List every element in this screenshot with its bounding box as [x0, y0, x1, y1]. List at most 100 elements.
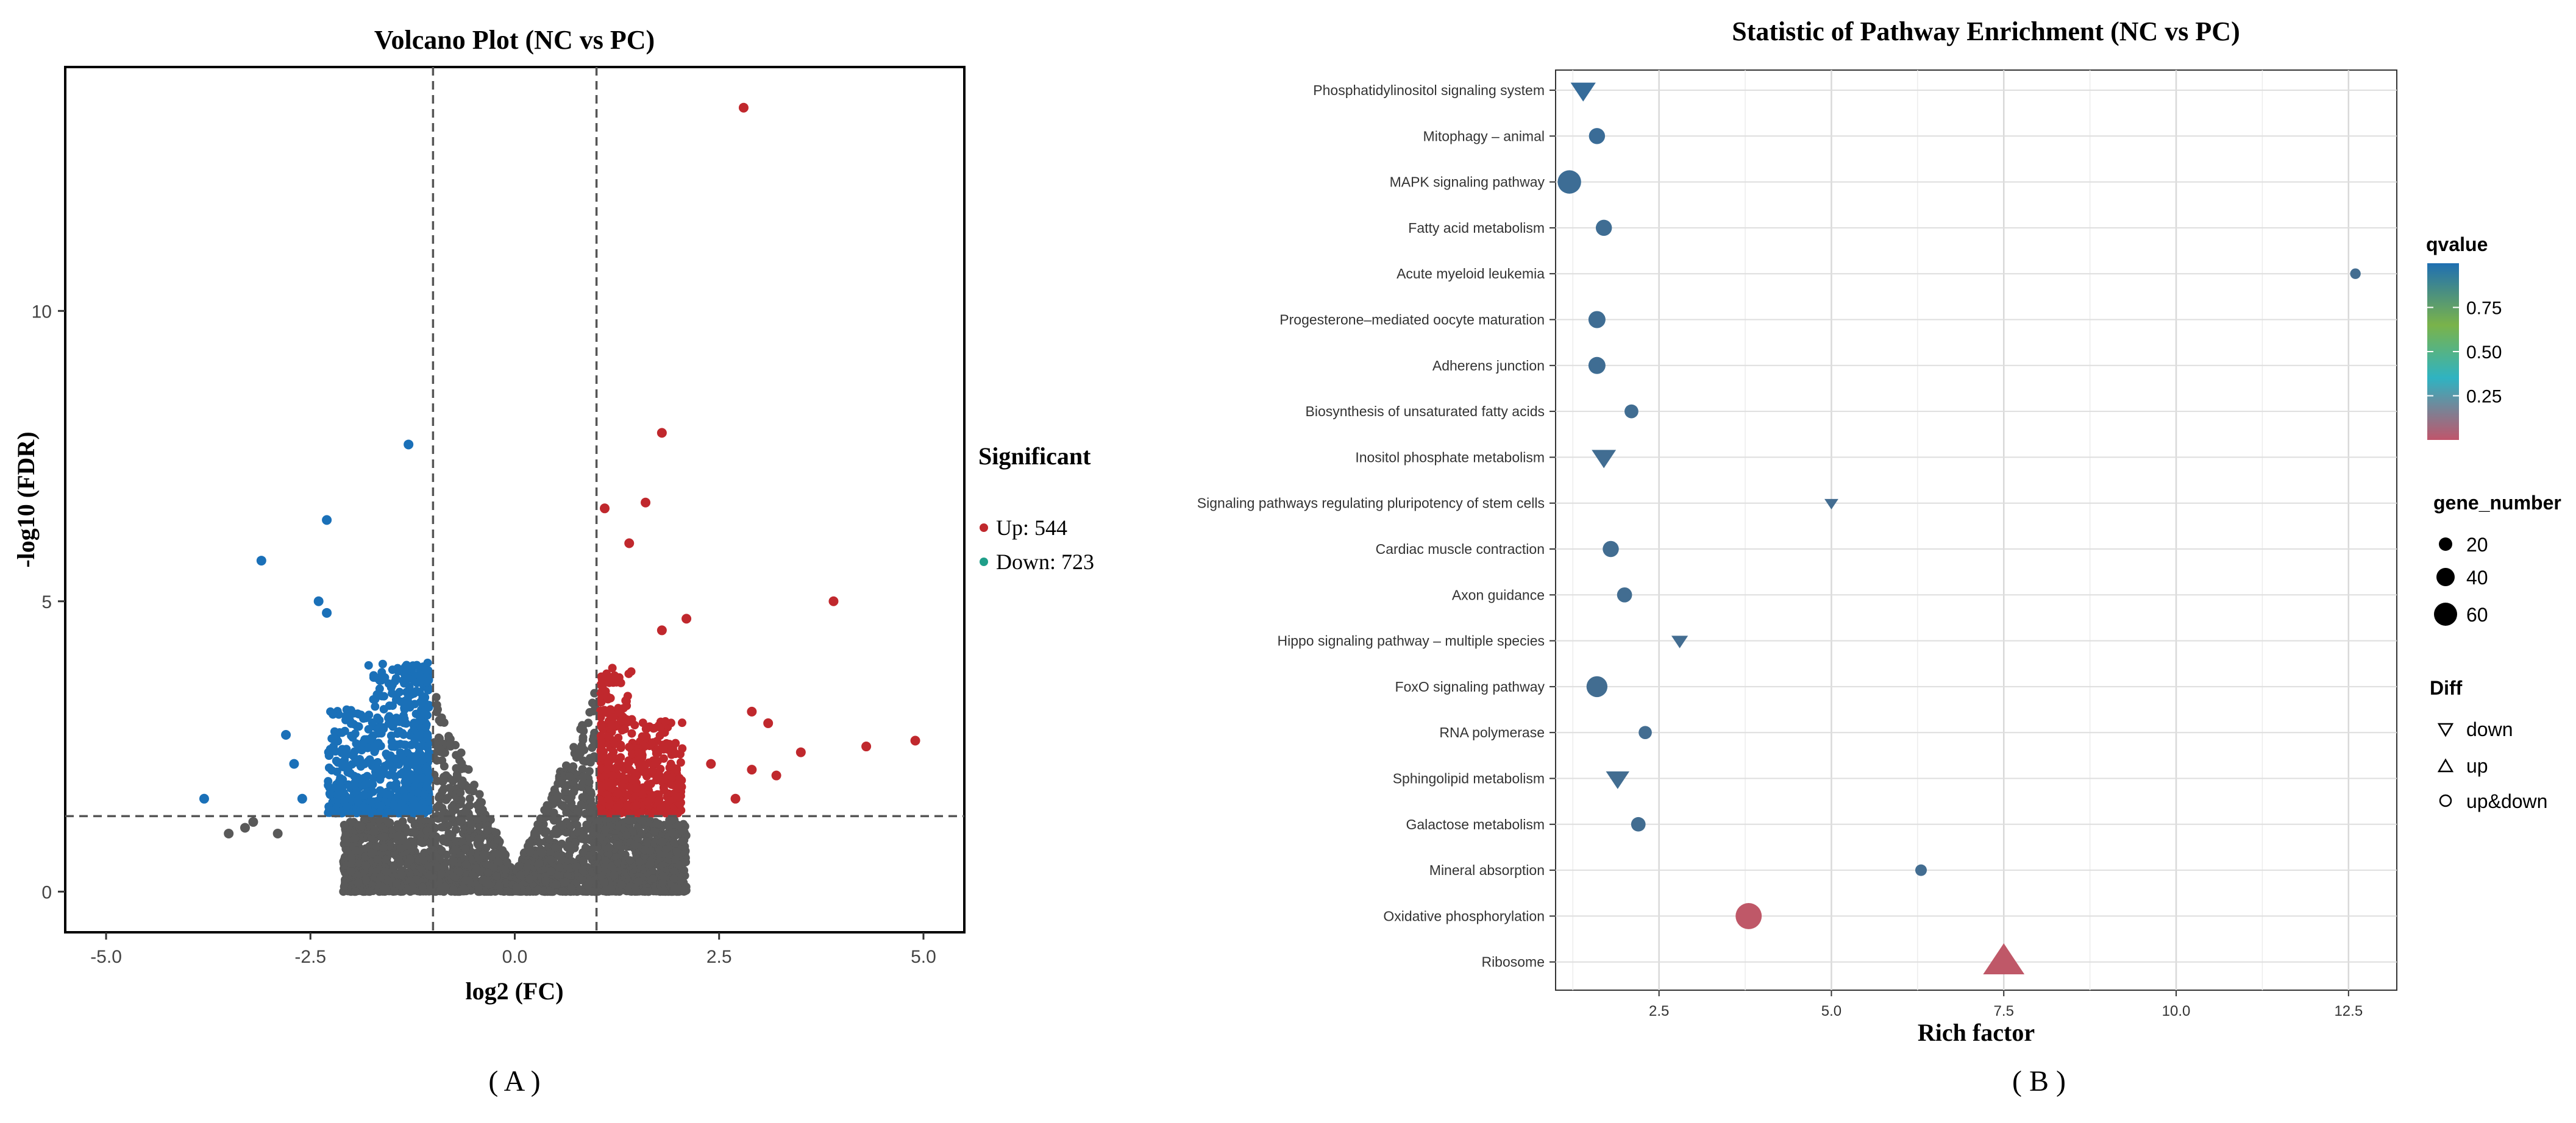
volcano-point-ns	[473, 815, 482, 824]
x-tick-label: 0.0	[502, 947, 528, 967]
pathway-label: Fatty acid metabolism	[1408, 220, 1545, 236]
volcano-point-ns	[475, 790, 484, 799]
volcano-point-ns	[578, 848, 588, 857]
volcano-outlier-up	[656, 428, 667, 438]
volcano-point-down	[401, 778, 410, 787]
volcano-point-up	[633, 808, 642, 817]
volcano-point-ns	[575, 749, 584, 759]
volcano-outlier-down	[199, 793, 209, 804]
volcano-point-ns	[546, 848, 555, 857]
volcano-point-ns	[535, 859, 544, 868]
gene-number-swatch-40	[2436, 568, 2455, 586]
volcano-point-down	[351, 758, 360, 767]
volcano-point-up	[675, 799, 685, 809]
volcano-ylabel: -log10 (FDR)	[12, 431, 40, 567]
volcano-point-down	[424, 805, 433, 814]
volcano-point-up	[621, 696, 630, 705]
volcano-point-down	[399, 717, 408, 726]
volcano-point-ns	[385, 818, 394, 827]
volcano-point-ns	[483, 868, 493, 877]
volcano-point-up	[659, 745, 668, 754]
volcano-legend: Significant Up: 544 Down: 723	[978, 442, 1094, 574]
volcano-point-up	[624, 669, 633, 678]
volcano-point-ns	[416, 815, 425, 824]
volcano-point-up	[667, 780, 676, 789]
volcano-point-ns	[565, 772, 574, 781]
diff-updown-label: up&down	[2466, 790, 2547, 812]
x-tick-label: 7.5	[1994, 1003, 2014, 1019]
enrichment-panel: Statistic of Pathway Enrichment (NC vs P…	[1197, 16, 2561, 1097]
volcano-point-ns	[680, 887, 689, 896]
volcano-point-ns	[451, 740, 460, 749]
volcano-point-up	[638, 732, 647, 741]
volcano-point-down	[326, 807, 335, 817]
volcano-point-ns	[394, 854, 403, 863]
volcano-point-ns	[444, 732, 454, 741]
volcano-point-up	[678, 718, 687, 728]
pathway-label: RNA polymerase	[1439, 724, 1545, 740]
volcano-point-ns	[382, 876, 391, 885]
volcano-point-up	[598, 682, 607, 692]
volcano-point-down	[424, 703, 433, 712]
volcano-point-up	[597, 698, 606, 707]
volcano-point-ns	[564, 795, 574, 804]
volcano-point-ns	[561, 877, 570, 887]
volcano-point-up	[630, 721, 639, 730]
volcano-point-up	[676, 758, 685, 767]
volcano-point-up	[603, 732, 612, 742]
volcano-point-ns	[630, 840, 639, 849]
volcano-point-ns	[658, 878, 667, 887]
volcano-point-ns	[577, 800, 586, 809]
volcano-legend-title: Significant	[978, 442, 1091, 470]
volcano-point-down	[385, 770, 394, 779]
pathway-label: Cardiac muscle contraction	[1376, 541, 1545, 557]
volcano-outlier-down	[281, 729, 291, 740]
volcano-point-down	[416, 698, 425, 707]
volcano-point-ns	[493, 850, 502, 859]
volcano-point-ns	[340, 820, 349, 829]
volcano-point-ns	[573, 807, 582, 817]
volcano-point-up	[667, 762, 677, 771]
volcano-point-ns	[678, 837, 687, 846]
volcano-outlier-up	[861, 742, 872, 752]
volcano-point-down	[423, 732, 432, 742]
volcano-point-ns	[561, 787, 570, 796]
volcano-point-down	[353, 796, 362, 805]
volcano-point-down	[375, 684, 384, 693]
volcano-point-down	[358, 738, 368, 747]
volcano-point-ns	[654, 820, 663, 829]
volcano-point-ns	[394, 823, 404, 832]
volcano-point-down	[369, 673, 378, 682]
volcano-point-ns	[585, 778, 594, 787]
volcano-outlier-down	[297, 793, 307, 804]
volcano-point-down	[407, 740, 416, 749]
volcano-point-ns	[432, 863, 441, 872]
volcano-point-ns	[542, 827, 551, 836]
volcano-point-ns	[372, 842, 381, 851]
panel-label-a: ( A )	[488, 1065, 540, 1097]
volcano-point-ns	[396, 844, 405, 853]
volcano-point-down	[342, 802, 351, 811]
volcano-point-ns	[555, 863, 564, 872]
volcano-point-up	[603, 795, 613, 804]
volcano-point-ns	[465, 794, 474, 803]
enrichment-point-circle	[1915, 864, 1927, 876]
volcano-point-down	[405, 703, 415, 712]
volcano-point-ns	[541, 806, 550, 815]
volcano-point-up	[653, 774, 662, 783]
volcano-point-ns	[449, 857, 458, 866]
volcano-point-ns	[530, 829, 539, 838]
enrichment-plot-area	[1555, 69, 2397, 991]
volcano-point-down	[364, 661, 373, 670]
pathway-label: Axon guidance	[1452, 587, 1545, 603]
pathway-label: Signaling pathways regulating pluripoten…	[1197, 495, 1545, 511]
volcano-point-up	[621, 717, 630, 726]
volcano-point-down	[408, 795, 418, 804]
volcano-point-down	[400, 793, 410, 802]
volcano-point-ns	[661, 845, 671, 854]
volcano-point-ns	[456, 788, 465, 797]
volcano-xlabel: log2 (FC)	[465, 977, 563, 1005]
y-tick-label: 5	[41, 592, 52, 612]
volcano-outlier-ns	[240, 823, 250, 833]
